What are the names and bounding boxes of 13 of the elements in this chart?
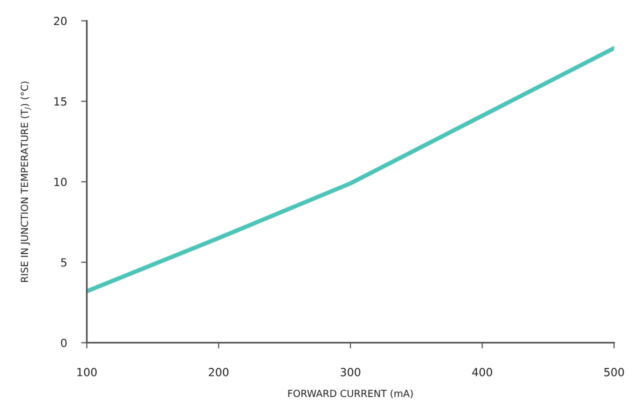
y-tick-label: 10 <box>54 178 67 186</box>
y-tick-label: 15 <box>54 97 66 106</box>
x-tick-label: 100 <box>77 368 97 376</box>
x-tick-label: 400 <box>472 368 492 376</box>
x-tick-label: 300 <box>340 368 360 376</box>
x-axis-title: FORWARD CURRENT (mA) <box>288 390 413 398</box>
x-tick-label: 200 <box>208 368 228 376</box>
x-tick-label: 500 <box>604 368 624 376</box>
y-axis-title: RISE IN JUNCTION TEMPERATURE (T$_{J}$) (°C) <box>20 82 31 282</box>
line-series <box>86 46 614 294</box>
y-tick-label: 5 <box>61 258 66 267</box>
y-tick-label: 0 <box>61 338 67 348</box>
y-tick-label: 20 <box>54 16 67 26</box>
